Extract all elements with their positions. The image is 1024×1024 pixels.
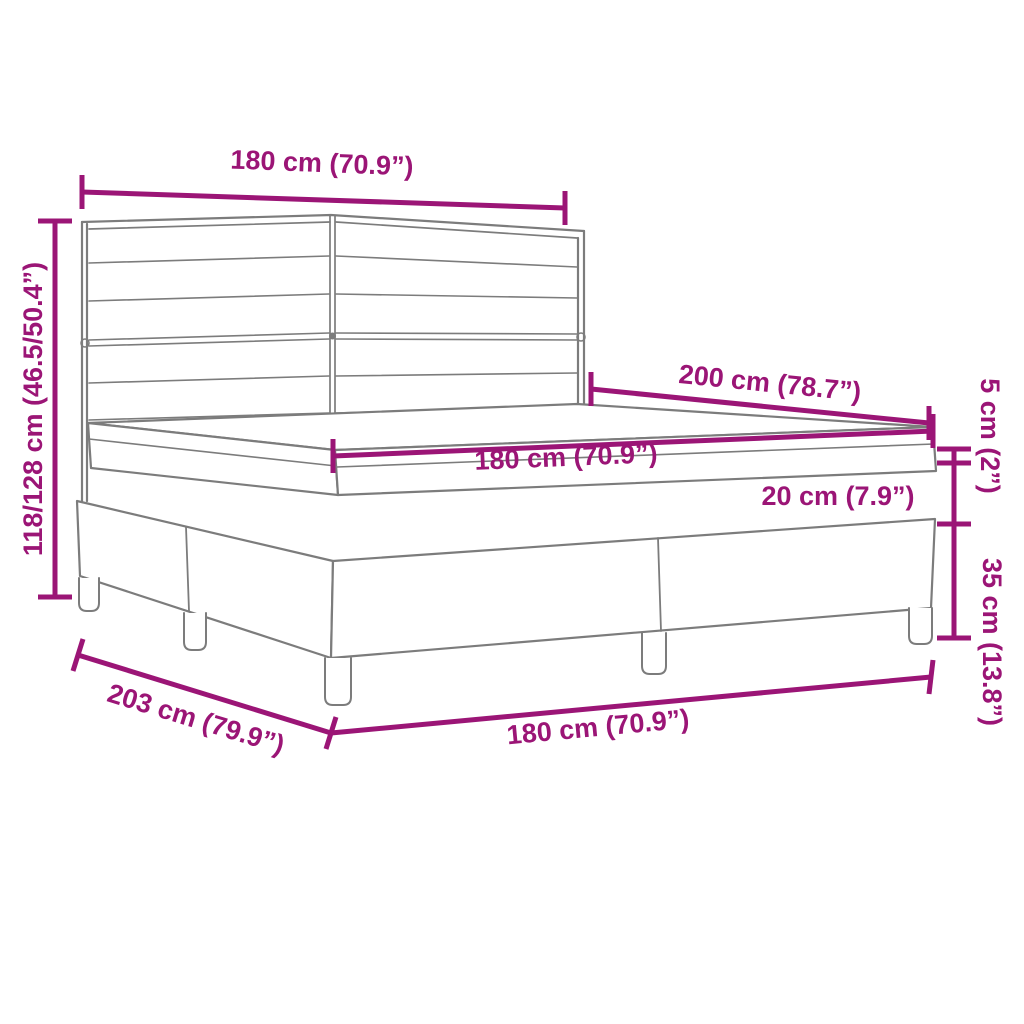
headboard-right-post (576, 229, 586, 406)
rail-cap-right (576, 332, 586, 342)
leg (183, 612, 207, 651)
mattress (86, 402, 938, 497)
dim-mattress-length (588, 372, 932, 440)
rail-cap-left (80, 338, 90, 348)
dim-overall-height (38, 218, 72, 600)
bed-drawing (75, 213, 938, 706)
base-left-seam (185, 526, 190, 612)
headboard-inner-top-edge (88, 221, 578, 239)
headboard-center-divider (329, 215, 336, 414)
leg (641, 632, 667, 675)
dim-mattress-width (330, 414, 936, 473)
mattress-foot-face (333, 425, 938, 497)
dim-headboard-width (79, 175, 568, 225)
base-height-label: 35 cm (13.8”) (977, 558, 1007, 726)
dim-base-width (330, 659, 936, 736)
topper-seam-left (88, 438, 337, 467)
topper-seam-front (336, 443, 935, 468)
dimension-annotations (38, 175, 971, 750)
topper-thickness-label: 5 cm (2”) (975, 378, 1005, 494)
overall-height-label: 118/128 cm (46.5/50.4”) (18, 262, 48, 556)
base-foot-seam (657, 537, 662, 632)
headboard-top-edge (80, 213, 586, 233)
headboard-width-label: 180 cm (70.9”) (230, 144, 414, 181)
leg (908, 607, 933, 645)
mattress-thickness-label: 20 cm (7.9”) (761, 481, 914, 511)
dim-right-stack (937, 446, 971, 641)
rail-cap-center (329, 332, 336, 340)
headboard-left-post (80, 220, 89, 503)
legs (78, 577, 933, 706)
headboard (80, 213, 586, 503)
leg (324, 657, 352, 706)
box-base (75, 499, 937, 660)
leg (78, 577, 100, 612)
